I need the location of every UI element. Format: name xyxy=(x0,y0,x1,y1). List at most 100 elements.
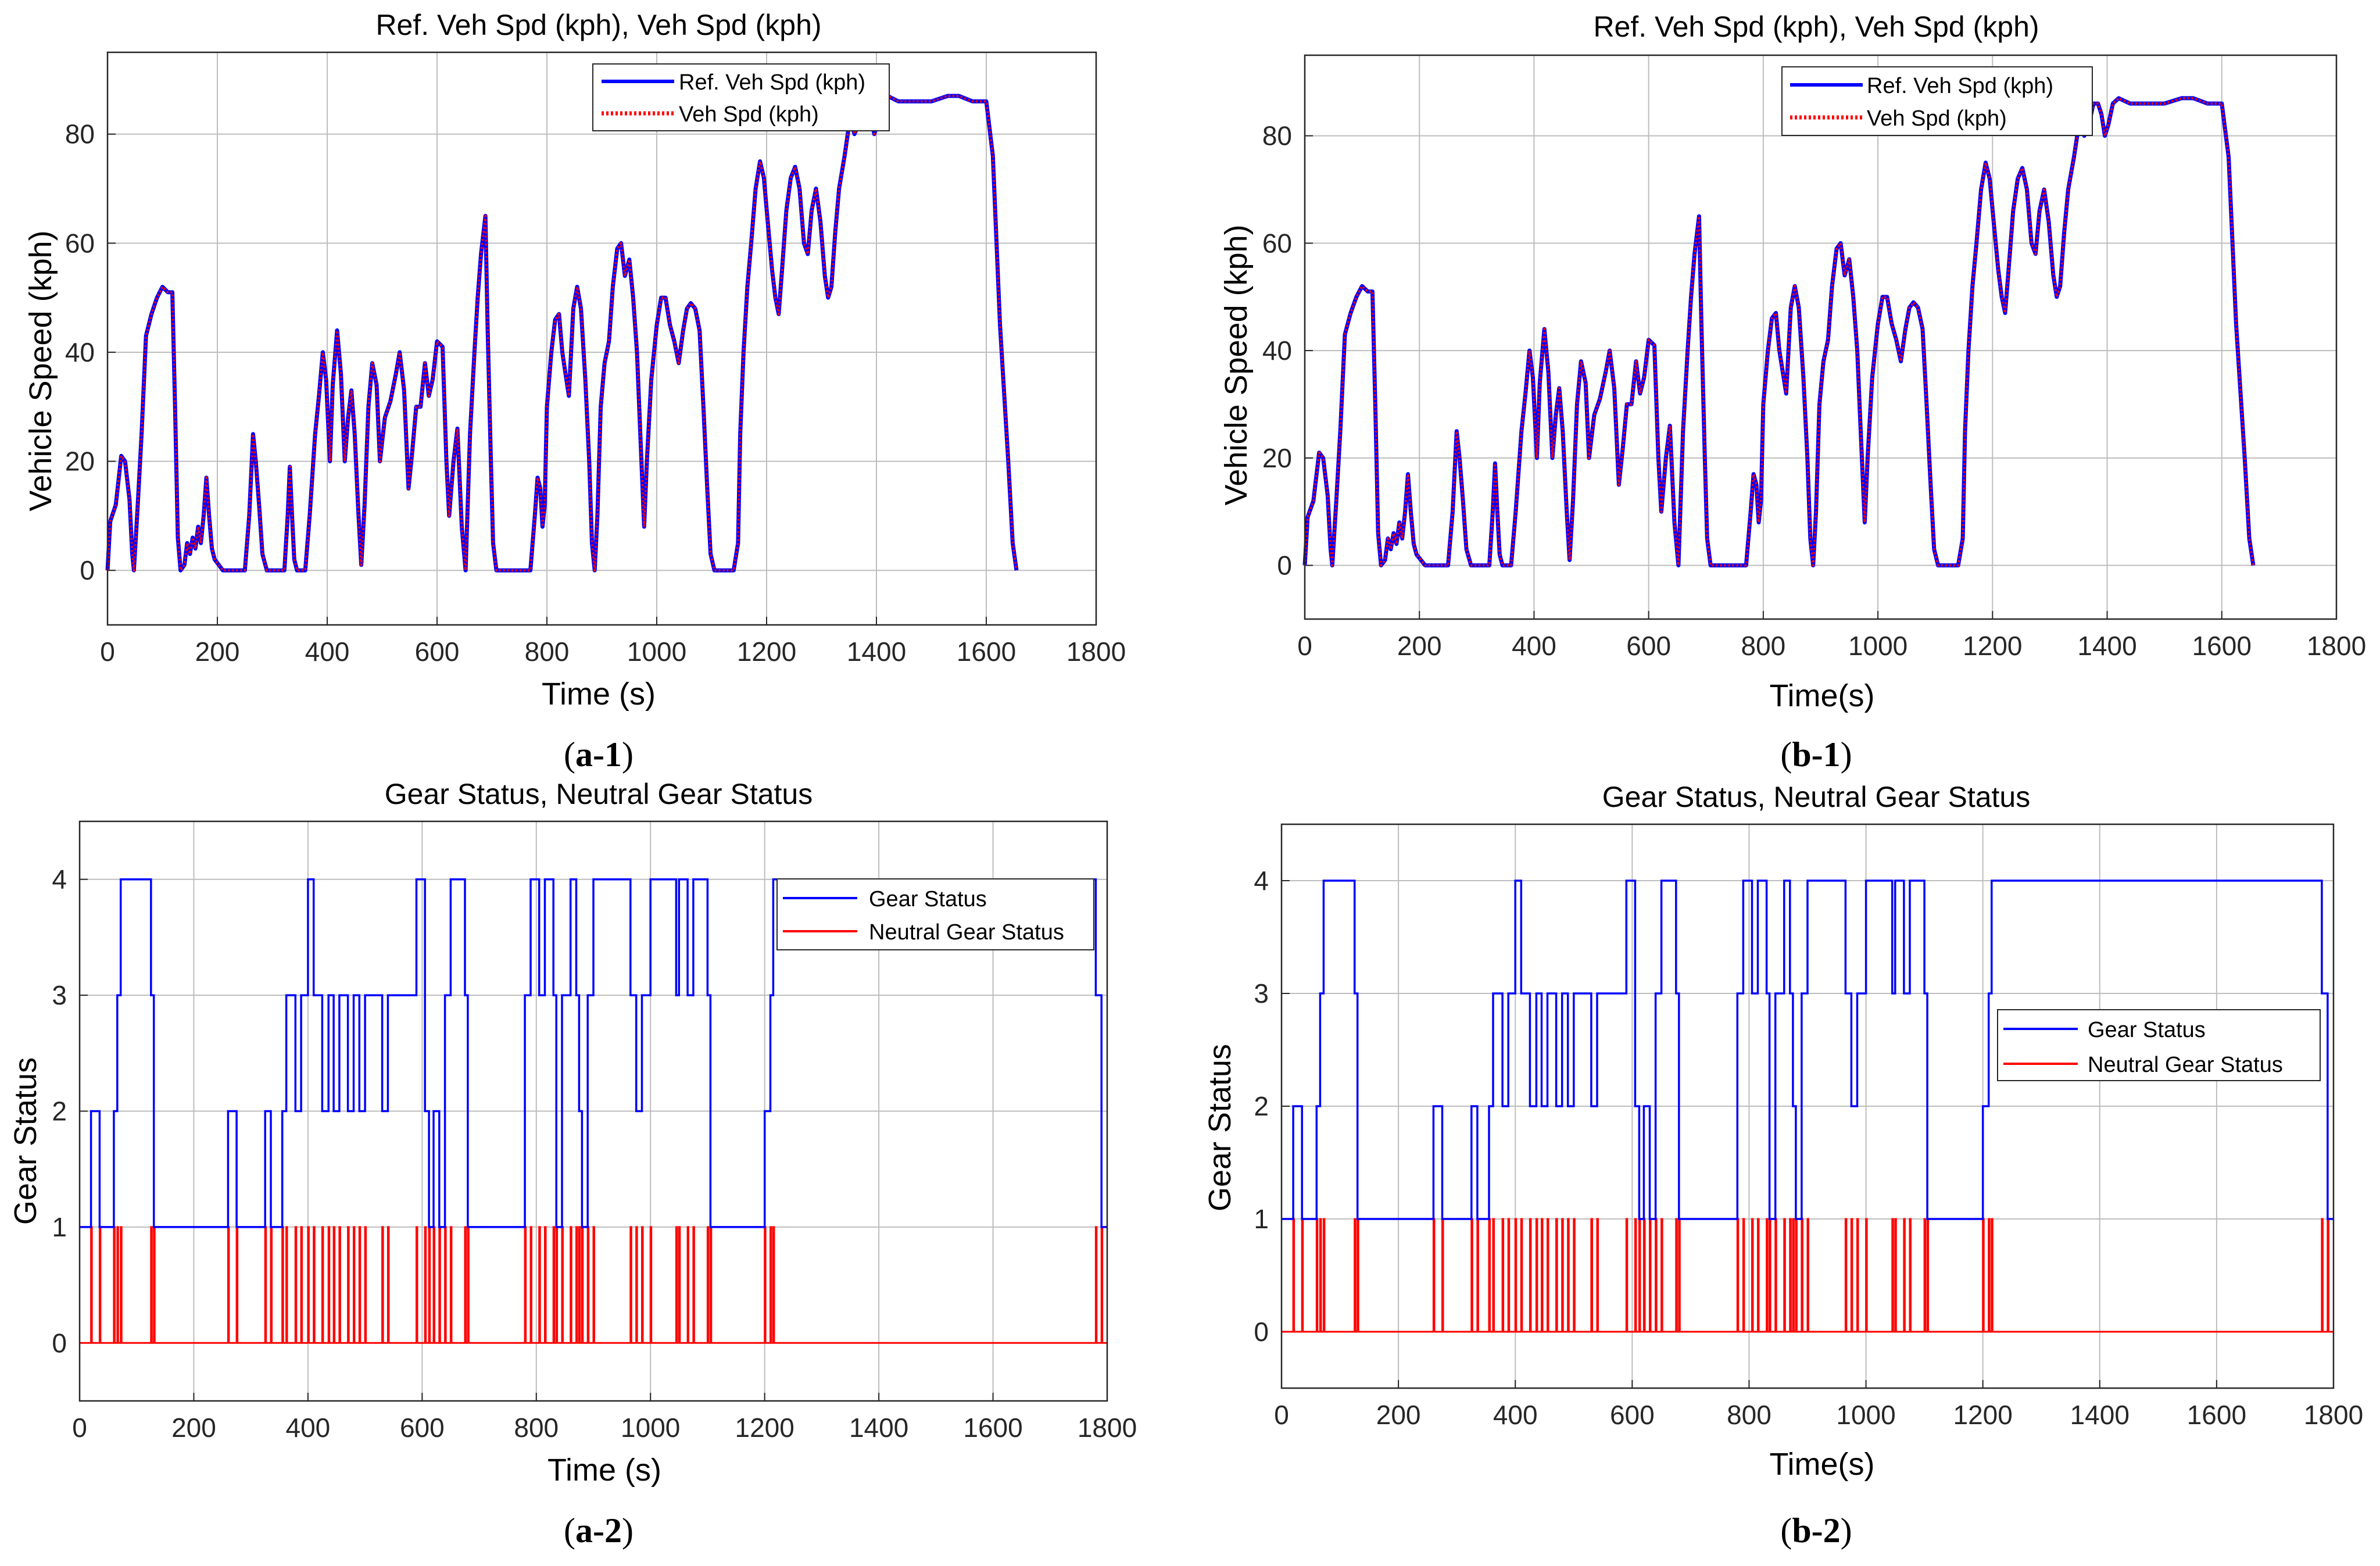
panel-a1-speed-chart: Ref. Veh Spd (kph), Veh Spd (kph) 0 200 40… xyxy=(23,9,1126,774)
y-axis-label: Gear Status xyxy=(8,1057,43,1225)
y-tick-label: 4 xyxy=(52,864,67,895)
y-tick-label: 0 xyxy=(1277,550,1292,581)
x-tick-label: 0 xyxy=(1297,631,1312,661)
legend-box xyxy=(592,63,890,131)
y-tick-label: 80 xyxy=(65,119,95,149)
y-tick-label: 2 xyxy=(52,1096,67,1127)
x-tick-label: 800 xyxy=(1727,1400,1771,1430)
x-tick-label: 200 xyxy=(195,637,240,667)
series-gear-status xyxy=(80,878,1107,1228)
x-tick-label: 1600 xyxy=(2187,1400,2246,1430)
chart-title: Ref. Veh Spd (kph), Veh Spd (kph) xyxy=(375,9,821,41)
panel-b1-speed-chart: Ref. Veh Spd (kph), Veh Spd (kph) 0 200 40… xyxy=(1219,10,2366,774)
y-tick-label: 20 xyxy=(1262,443,1292,473)
x-tick-label: 400 xyxy=(1512,631,1556,661)
tick-labels: 0 200 400 600 800 1000 1200 1400 1600 1800 0 1 2 3 4 xyxy=(1254,866,2363,1430)
y-tick-label: 2 xyxy=(1254,1091,1269,1121)
plot-frame xyxy=(1280,823,2335,1389)
x-tick-label: 0 xyxy=(72,1413,87,1443)
x-tick-label: 200 xyxy=(1397,631,1442,661)
panel-a2-gear-chart: Gear Status, Neutral Gear Status 0 200 400… xyxy=(8,778,1137,1550)
x-tick-label: 1000 xyxy=(1848,631,1907,661)
x-tick-label: 1600 xyxy=(957,637,1016,667)
tick-labels: 0 200 400 600 800 1000 1200 1400 1600 1800 0 20 40 60… xyxy=(1262,121,2366,661)
y-tick-label: 40 xyxy=(1262,335,1292,366)
plot-frame xyxy=(78,820,1108,1402)
legend-label-veh: Veh Spd (kph) xyxy=(1867,106,2007,131)
legend-label-ref: Ref. Veh Spd (kph) xyxy=(1867,74,2053,98)
legend-label-neutral: Neutral Gear Status xyxy=(2088,1053,2283,1077)
plot-frame xyxy=(106,51,1097,626)
x-tick-label: 1200 xyxy=(1963,631,2022,661)
legend-label-gear: Gear Status xyxy=(869,887,987,911)
y-tick-label: 1 xyxy=(52,1212,67,1242)
legend-box xyxy=(1997,1009,2321,1081)
legend: Ref. Veh Spd (kph) Veh Spd (kph) xyxy=(592,63,890,131)
x-tick-label: 600 xyxy=(1610,1400,1655,1430)
x-tick-label: 1400 xyxy=(847,637,906,667)
x-tick-label: 600 xyxy=(400,1413,445,1443)
y-tick-label: 1 xyxy=(1254,1204,1269,1234)
plot-lines xyxy=(1282,879,2334,1333)
series-gear-status xyxy=(1282,879,2334,1220)
x-tick-label: 0 xyxy=(100,637,115,667)
chart-title: Gear Status, Neutral Gear Status xyxy=(385,778,813,810)
x-tick-label: 1800 xyxy=(1078,1413,1137,1443)
y-tick-label: 0 xyxy=(1254,1317,1269,1347)
x-axis-label: Time (s) xyxy=(542,677,656,712)
x-tick-label: 1200 xyxy=(737,637,796,667)
series-veh-spd xyxy=(106,95,1018,572)
y-tick-label: 0 xyxy=(80,555,95,585)
x-tick-label: 800 xyxy=(525,637,570,667)
y-axis-label: Gear Status xyxy=(1202,1044,1237,1211)
series-neutral-gear-status xyxy=(80,1226,1107,1344)
y-tick-label: 60 xyxy=(65,228,95,258)
caption-b1: (b-1) xyxy=(1780,735,1852,774)
y-axis-label: Vehicle Speed (kph) xyxy=(1219,224,1254,505)
chart-title: Ref. Veh Spd (kph), Veh Spd (kph) xyxy=(1593,10,2039,43)
x-tick-label: 1600 xyxy=(963,1413,1022,1443)
chart-title: Gear Status, Neutral Gear Status xyxy=(1602,781,2030,813)
legend: Ref. Veh Spd (kph) Veh Spd (kph) xyxy=(1781,66,2093,136)
y-tick-label: 60 xyxy=(1262,228,1292,258)
x-tick-label: 1800 xyxy=(1066,637,1126,667)
y-tick-label: 3 xyxy=(52,980,67,1010)
legend-label-gear: Gear Status xyxy=(2088,1018,2206,1042)
x-tick-label: 800 xyxy=(1741,631,1786,661)
grid xyxy=(1304,55,2337,619)
y-tick-label: 20 xyxy=(65,446,95,477)
x-tick-label: 1000 xyxy=(627,637,686,667)
series-ref-veh-spd xyxy=(105,94,1019,573)
plot-lines xyxy=(80,878,1107,1344)
x-tick-label: 200 xyxy=(1376,1400,1421,1430)
caption-b2: (b-2) xyxy=(1780,1511,1852,1550)
x-tick-label: 400 xyxy=(286,1413,331,1443)
legend: Gear Status Neutral Gear Status xyxy=(1997,1009,2321,1081)
x-tick-label: 400 xyxy=(1493,1400,1538,1430)
legend-label-neutral: Neutral Gear Status xyxy=(869,920,1064,945)
x-tick-label: 800 xyxy=(514,1413,559,1443)
x-tick-label: 400 xyxy=(305,637,350,667)
x-tick-label: 1600 xyxy=(2192,631,2252,661)
series-neutral-gear-status xyxy=(1282,1218,2334,1333)
x-tick-label: 1000 xyxy=(621,1413,680,1443)
x-tick-label: 1200 xyxy=(735,1413,794,1443)
plot-lines xyxy=(1302,96,2256,568)
y-tick-label: 80 xyxy=(1262,121,1292,151)
caption-a2: (a-2) xyxy=(564,1511,634,1550)
y-axis-label: Vehicle Speed (kph) xyxy=(23,230,58,511)
y-tick-label: 40 xyxy=(65,337,95,367)
x-tick-label: 1200 xyxy=(1953,1400,2012,1430)
plot-lines xyxy=(105,94,1019,573)
legend-label-ref: Ref. Veh Spd (kph) xyxy=(679,70,865,95)
x-axis-label: Time(s) xyxy=(1770,1447,1875,1482)
y-tick-label: 0 xyxy=(52,1328,67,1358)
panel-b2-gear-chart: Gear Status, Neutral Gear Status 0 200 400… xyxy=(1202,781,2363,1550)
tick-labels: 0 200 400 600 800 1000 1200 1400 1600 1800 0 1 2 3 4 xyxy=(52,864,1137,1443)
x-tick-label: 1800 xyxy=(2304,1400,2363,1430)
y-tick-label: 3 xyxy=(1254,978,1269,1009)
legend-box xyxy=(1781,66,2093,136)
x-tick-label: 600 xyxy=(1626,631,1671,661)
legend-label-veh: Veh Spd (kph) xyxy=(679,102,819,127)
